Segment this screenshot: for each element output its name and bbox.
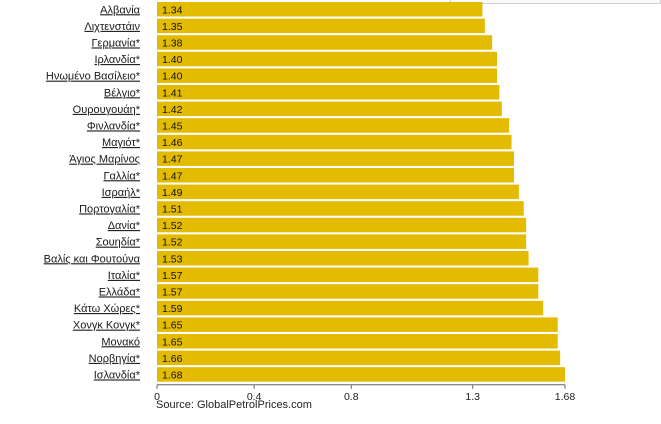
bar-value-label: 1.49 <box>162 187 183 199</box>
category-label[interactable]: Ελλάδα* <box>99 286 141 298</box>
bar-value-label: 1.52 <box>162 237 183 249</box>
bar-value-label: 1.40 <box>162 71 183 83</box>
bar <box>157 2 483 17</box>
bar-value-label: 1.65 <box>162 336 183 348</box>
bars <box>157 2 565 382</box>
category-label[interactable]: Αλβανία <box>100 4 140 16</box>
bar-value-label: 1.68 <box>162 369 183 381</box>
category-label[interactable]: Λιχτενστάιν <box>84 21 140 33</box>
category-label[interactable]: Βαλίς και Φουτούνα <box>44 253 141 265</box>
bar <box>157 334 558 349</box>
category-label[interactable]: Άγιος Μαρίνος <box>69 154 140 166</box>
x-tick-label: 1.3 <box>465 391 480 403</box>
category-label[interactable]: Πορτογαλία* <box>79 203 141 215</box>
bar <box>157 18 485 34</box>
bar-value-label: 1.47 <box>162 154 183 166</box>
bar-value-label: 1.42 <box>162 104 183 116</box>
x-tick-label: 1.68 <box>555 391 576 403</box>
category-labels: Αλβανία Λιχτενστάιν Γερμανία* Ιρλανδία* Ηνωμ… <box>44 4 141 381</box>
bar <box>157 51 497 67</box>
bar-value-label: 1.57 <box>162 270 183 282</box>
bar <box>157 35 493 50</box>
bar-value-label: 1.66 <box>162 353 183 365</box>
bar-value-label: 1.59 <box>162 303 183 315</box>
category-label[interactable]: Γερμανία* <box>91 37 140 49</box>
bar-value-label: 1.35 <box>162 21 183 33</box>
x-tick-label: 0.8 <box>344 391 359 403</box>
bar-value-label: 1.47 <box>162 170 183 182</box>
bar-value-label: 1.34 <box>162 4 183 16</box>
category-label[interactable]: Χονγκ Κονγκ* <box>73 320 141 332</box>
bar <box>157 350 561 366</box>
category-label[interactable]: Δανία* <box>108 220 141 232</box>
bar <box>157 85 500 100</box>
category-label[interactable]: Ουρουγουάη* <box>73 104 141 116</box>
bar <box>157 317 558 332</box>
bar <box>157 101 502 117</box>
bar <box>157 251 529 266</box>
x-tick-label: 0 <box>154 391 160 403</box>
bar <box>157 118 510 133</box>
bar-value-label: 1.57 <box>162 286 183 298</box>
bar-value-label: 1.46 <box>162 137 183 149</box>
bar <box>157 168 514 183</box>
category-label[interactable]: Ηνωμένο Βασίλειο* <box>46 71 141 83</box>
category-label[interactable]: Ιρλανδία* <box>94 54 140 66</box>
bar-value-label: 1.41 <box>162 87 183 99</box>
category-label[interactable]: Ιταλία* <box>108 270 141 282</box>
bar <box>157 134 512 150</box>
x-axis: 0 0.4 0.8 1.3 1.68 <box>154 384 576 403</box>
category-label[interactable]: Φινλανδία* <box>87 120 141 132</box>
bar-value-label: 1.45 <box>162 120 183 132</box>
bar <box>157 184 519 200</box>
category-label[interactable]: Ισραήλ* <box>102 187 141 199</box>
x-tick-label: 0.4 <box>247 391 262 403</box>
bar-value-label: 1.53 <box>162 253 183 265</box>
bar <box>157 201 524 216</box>
source-note: Source: GlobalPetrolPrices.com <box>156 399 312 411</box>
bar <box>157 68 497 83</box>
value-labels: 1.34 1.35 1.38 1.40 1.40 1.41 1.42 1.45 1.46 1.47… <box>162 4 183 381</box>
bar-value-label: 1.52 <box>162 220 183 232</box>
category-label[interactable]: Ισλανδία* <box>94 369 141 381</box>
bar-value-label: 1.51 <box>162 203 183 215</box>
category-label[interactable]: Νορβηγία* <box>89 353 141 365</box>
category-label[interactable]: Μαγιότ* <box>102 137 141 149</box>
bar <box>157 217 527 233</box>
bar <box>157 367 565 382</box>
bar <box>157 284 539 299</box>
bar-value-label: 1.38 <box>162 37 183 49</box>
category-label[interactable]: Βέλγιο* <box>104 87 141 99</box>
bar <box>157 300 544 316</box>
category-label[interactable]: Γαλλία* <box>103 170 140 182</box>
bar <box>157 234 527 249</box>
category-label[interactable]: Μονακό <box>101 336 140 348</box>
category-label[interactable]: Σουηδία* <box>96 237 141 249</box>
bar-value-label: 1.65 <box>162 320 183 332</box>
bar <box>157 267 539 283</box>
category-label[interactable]: Κάτω Χώρες* <box>74 303 141 315</box>
bar <box>157 151 514 166</box>
bar-value-label: 1.40 <box>162 54 183 66</box>
